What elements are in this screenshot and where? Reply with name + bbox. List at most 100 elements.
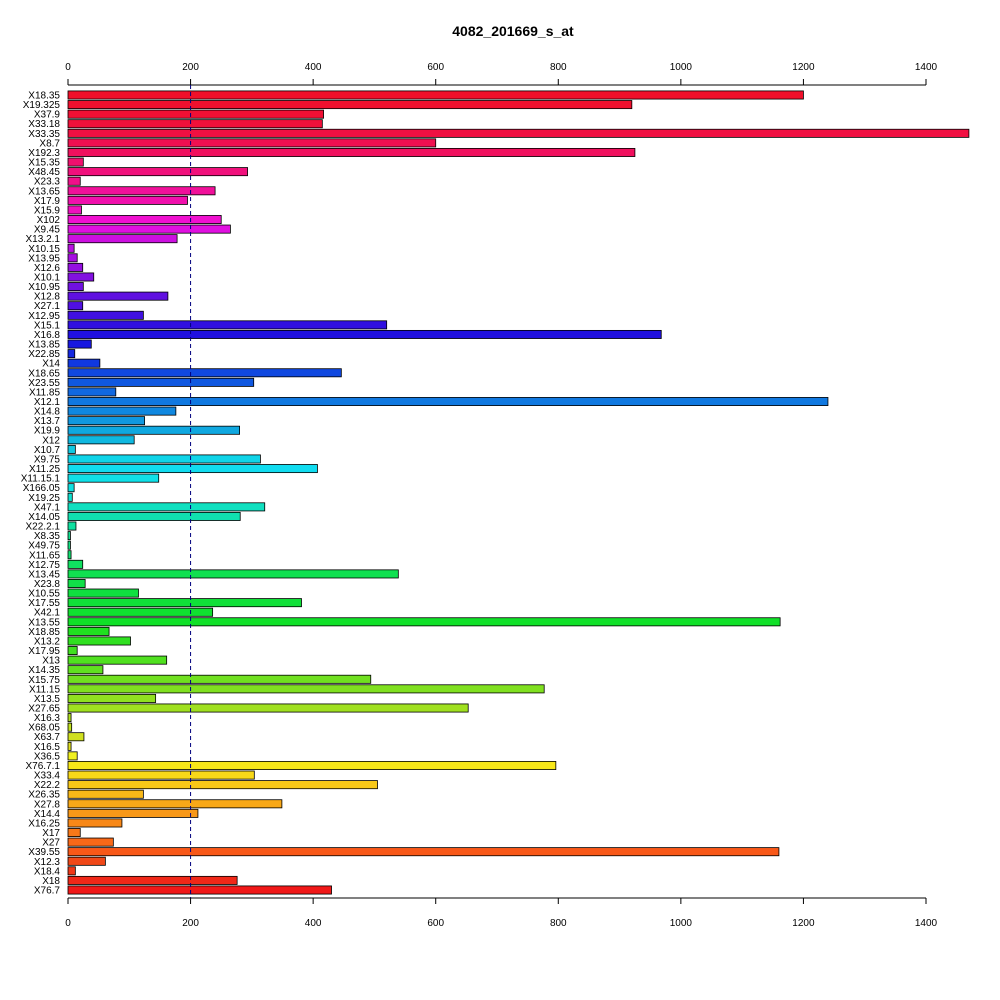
category-label: X23.3 bbox=[34, 177, 61, 188]
category-label: X18 bbox=[42, 876, 60, 887]
category-label: X10.15 bbox=[28, 244, 60, 255]
category-label: X13.2.1 bbox=[26, 234, 61, 245]
bar bbox=[67, 310, 144, 320]
bar bbox=[67, 425, 241, 435]
bar bbox=[67, 195, 188, 205]
bar bbox=[67, 397, 829, 406]
category-label: X76.7.1 bbox=[26, 761, 61, 772]
bottom-x-axis: 0 200 400 600 800 1000 1200 1400 bbox=[65, 897, 938, 929]
bar bbox=[67, 368, 342, 378]
bar bbox=[67, 703, 469, 713]
bar bbox=[67, 531, 71, 541]
category-label: X10.55 bbox=[28, 589, 60, 600]
bar bbox=[67, 761, 557, 770]
category-label: X18.65 bbox=[28, 368, 60, 379]
tick-label: 600 bbox=[427, 918, 444, 929]
bar bbox=[67, 339, 92, 349]
bar bbox=[67, 262, 84, 272]
bar bbox=[67, 837, 114, 847]
category-label: X63.7 bbox=[34, 732, 61, 743]
bar bbox=[67, 167, 248, 177]
tick-label: 1000 bbox=[670, 918, 693, 929]
category-label: X11.25 bbox=[29, 464, 60, 475]
bar bbox=[67, 272, 95, 282]
bar bbox=[67, 100, 633, 110]
category-label: X13.7 bbox=[34, 416, 61, 427]
tick-label: 0 bbox=[65, 62, 71, 73]
tick-label: 1000 bbox=[670, 62, 693, 73]
category-label: X10.1 bbox=[34, 272, 61, 283]
category-label: X17.9 bbox=[34, 196, 61, 207]
chart-title: 4082_201669_s_at bbox=[452, 23, 574, 39]
bar bbox=[67, 693, 157, 703]
bar bbox=[67, 674, 372, 684]
bar bbox=[67, 128, 970, 138]
category-label: X36.5 bbox=[34, 751, 61, 762]
bar bbox=[67, 320, 388, 330]
category-label: X9.45 bbox=[34, 225, 61, 236]
bar bbox=[67, 780, 378, 790]
bar bbox=[67, 655, 168, 665]
bar bbox=[67, 176, 81, 186]
category-label: X17 bbox=[42, 828, 60, 839]
bar bbox=[67, 234, 178, 244]
bar bbox=[67, 808, 199, 818]
bar bbox=[67, 866, 76, 876]
bar bbox=[67, 224, 231, 234]
bar bbox=[67, 875, 238, 885]
category-label: X19.9 bbox=[34, 426, 61, 437]
bar bbox=[67, 646, 78, 656]
bar bbox=[67, 147, 636, 157]
category-label: X13.85 bbox=[28, 340, 60, 351]
category-label: X15.1 bbox=[34, 320, 61, 331]
tick-label: 200 bbox=[182, 918, 199, 929]
bar bbox=[67, 579, 86, 588]
category-label: X14.05 bbox=[28, 512, 60, 523]
bar bbox=[67, 301, 84, 311]
bar bbox=[67, 732, 85, 742]
bar bbox=[67, 473, 160, 483]
category-label: X11.15 bbox=[29, 684, 60, 695]
category-label: X8.35 bbox=[34, 531, 61, 542]
bar bbox=[67, 157, 84, 167]
category-label: X13.65 bbox=[28, 186, 60, 197]
category-label: X16.25 bbox=[28, 818, 60, 829]
category-label: X15.9 bbox=[34, 205, 61, 216]
bar bbox=[67, 856, 106, 866]
category-label: X18.85 bbox=[28, 627, 60, 638]
category-label: X49.75 bbox=[28, 541, 60, 552]
category-label: X11.85 bbox=[29, 387, 60, 398]
category-label: X22.85 bbox=[28, 349, 60, 360]
bar bbox=[67, 349, 76, 359]
bar bbox=[67, 598, 302, 608]
bar bbox=[67, 253, 78, 263]
category-label: X16.3 bbox=[34, 713, 61, 724]
bar bbox=[67, 444, 76, 454]
category-label: X12.3 bbox=[34, 857, 61, 868]
bar bbox=[67, 770, 255, 780]
category-label: X23.55 bbox=[28, 378, 60, 389]
category-label: X192.3 bbox=[28, 148, 60, 159]
tick-label: 600 bbox=[427, 62, 444, 73]
tick-label: 200 bbox=[182, 62, 199, 73]
bar bbox=[67, 416, 146, 426]
bar bbox=[67, 205, 82, 215]
bar bbox=[67, 713, 72, 723]
bar bbox=[67, 789, 144, 799]
category-label: X13.45 bbox=[28, 569, 60, 580]
tick-label: 800 bbox=[550, 918, 567, 929]
bar bbox=[67, 626, 110, 636]
bar bbox=[67, 617, 781, 627]
bar bbox=[67, 377, 255, 387]
bar bbox=[67, 588, 139, 598]
category-label: X37.9 bbox=[34, 110, 61, 121]
category-label: X23.8 bbox=[34, 579, 61, 590]
category-label: X13.5 bbox=[34, 694, 61, 705]
bar bbox=[67, 291, 169, 301]
category-label: X12.6 bbox=[34, 263, 61, 274]
tick-label: 1200 bbox=[792, 62, 815, 73]
bar bbox=[67, 186, 216, 196]
bar bbox=[67, 569, 399, 579]
tick-label: 1400 bbox=[915, 62, 938, 73]
